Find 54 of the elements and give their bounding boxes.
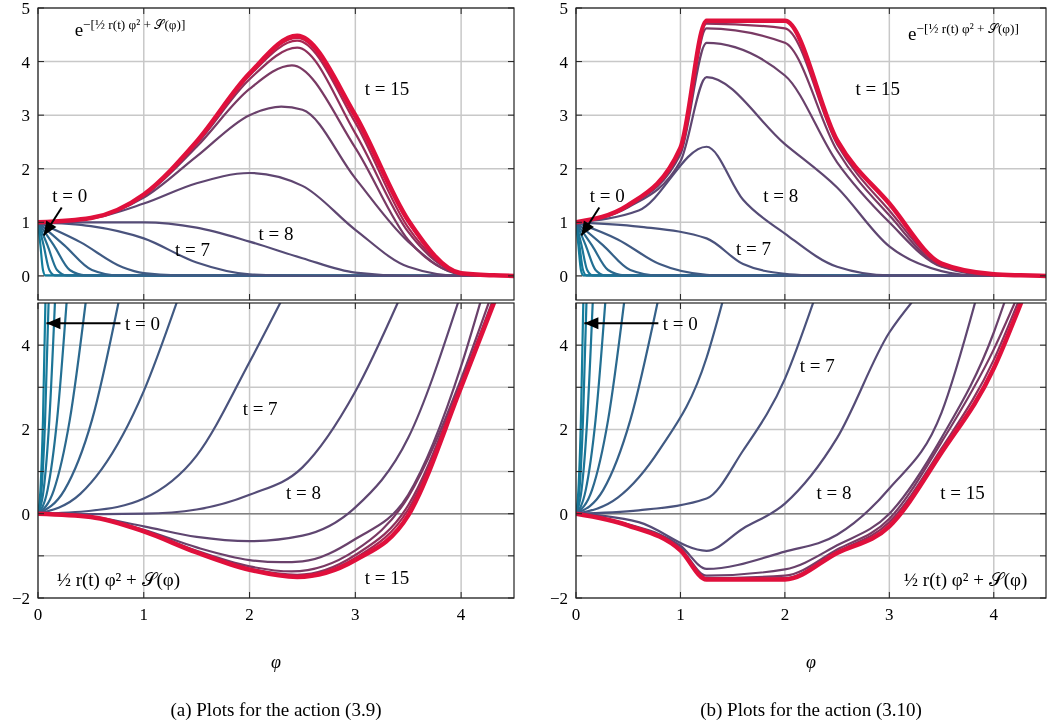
y-tick-label: 4 [21, 52, 31, 72]
x-axis-title: φ [806, 652, 817, 672]
text: (b) Plots for the action (3.10) [700, 699, 922, 721]
annotation: t = 8 [816, 482, 852, 504]
annotation: e$^{−[½ r(t) φ² + 𝒮(φ)]}$ [908, 20, 1019, 44]
y-tick-label: 1 [559, 213, 568, 233]
annotation: t = 0 [52, 185, 88, 207]
y-tick-label: 3 [559, 106, 568, 126]
annotation: t = 15 [364, 566, 410, 588]
x-tick-label: 4 [989, 605, 999, 624]
y-tick-label: 3 [21, 106, 30, 126]
annotation: t = 0 [124, 312, 160, 334]
x-tick-label: 0 [33, 605, 43, 624]
y-tick-label: 2 [21, 159, 30, 179]
annotation: t = 0 [662, 312, 698, 334]
x-tick-label: 2 [780, 605, 790, 624]
annotation: t = 7 [242, 398, 278, 420]
y-tick-label: 2 [559, 420, 568, 440]
y-tick-label: 5 [21, 0, 30, 18]
y-tick-label: 2 [21, 420, 30, 440]
y-tick-label: 5 [559, 0, 568, 18]
y-tick-label: 0 [21, 266, 30, 286]
x-tick-label: 2 [245, 605, 254, 624]
annotation: t = 7 [174, 239, 210, 261]
annotation: ½ r(t) φ² + 𝒮(φ) [903, 568, 1028, 591]
x-tick-label: 3 [351, 605, 360, 624]
annotation: t = 7 [736, 237, 772, 259]
annotation: t = 15 [940, 482, 985, 504]
annotation: t = 8 [286, 482, 321, 504]
x-tick-label: 0 [571, 605, 581, 624]
x-axis-title: φ [271, 652, 282, 672]
text: (a) Plots for the action (3.9) [170, 699, 382, 721]
y-tick-label: 1 [21, 213, 30, 233]
x-tick-label: 3 [885, 605, 894, 624]
y-tick-label: 0 [21, 504, 30, 524]
y-tick-label: 0 [559, 504, 568, 524]
annotation: t = 8 [258, 222, 294, 244]
x-tick-label: 1 [139, 605, 149, 624]
y-tick-label: 4 [559, 52, 569, 72]
annotation: e$^{−[½ r(t) φ² + 𝒮(φ)]}$ [74, 16, 186, 41]
annotation: t = 8 [763, 185, 799, 207]
y-tick-label: −2 [11, 588, 30, 608]
y-tick-label: 0 [559, 266, 568, 286]
annotation: t = 7 [799, 355, 835, 377]
y-tick-label: 4 [21, 336, 31, 356]
y-tick-label: −2 [549, 588, 568, 608]
x-tick-label: 4 [456, 605, 466, 624]
annotation: t = 15 [855, 78, 901, 100]
y-tick-label: 2 [559, 159, 568, 179]
annotation: t = 15 [364, 78, 410, 100]
annotation: ½ r(t) φ² + 𝒮(φ) [56, 568, 181, 591]
x-tick-label: 1 [676, 605, 685, 624]
y-tick-label: 4 [559, 336, 569, 356]
annotation: t = 0 [589, 185, 625, 207]
